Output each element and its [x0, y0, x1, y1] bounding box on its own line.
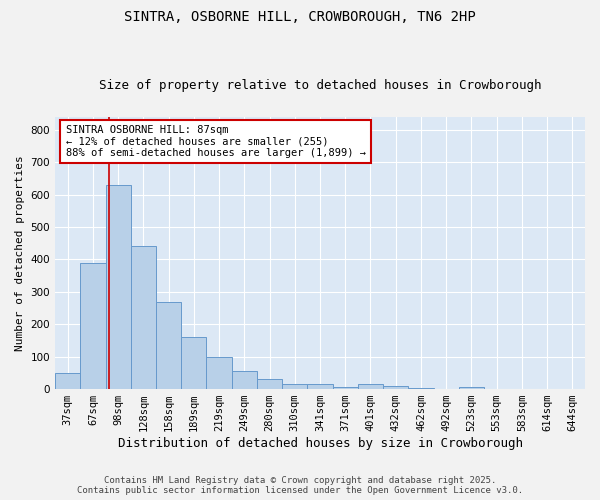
Text: SINTRA OSBORNE HILL: 87sqm
← 12% of detached houses are smaller (255)
88% of sem: SINTRA OSBORNE HILL: 87sqm ← 12% of deta… — [65, 125, 365, 158]
Bar — [383, 386, 409, 389]
Y-axis label: Number of detached properties: Number of detached properties — [15, 155, 25, 351]
Bar — [358, 384, 383, 389]
Text: Contains HM Land Registry data © Crown copyright and database right 2025.
Contai: Contains HM Land Registry data © Crown c… — [77, 476, 523, 495]
Bar — [332, 388, 358, 389]
Bar — [156, 302, 181, 389]
Bar — [282, 384, 307, 389]
Bar — [307, 384, 332, 389]
Bar — [131, 246, 156, 389]
Bar — [459, 388, 484, 389]
Title: Size of property relative to detached houses in Crowborough: Size of property relative to detached ho… — [99, 79, 541, 92]
Bar — [409, 388, 434, 389]
Bar — [80, 262, 106, 389]
Bar — [106, 185, 131, 389]
Text: SINTRA, OSBORNE HILL, CROWBOROUGH, TN6 2HP: SINTRA, OSBORNE HILL, CROWBOROUGH, TN6 2… — [124, 10, 476, 24]
Bar — [257, 380, 282, 389]
X-axis label: Distribution of detached houses by size in Crowborough: Distribution of detached houses by size … — [118, 437, 523, 450]
Bar — [181, 337, 206, 389]
Bar — [55, 373, 80, 389]
Bar — [206, 356, 232, 389]
Bar — [232, 372, 257, 389]
